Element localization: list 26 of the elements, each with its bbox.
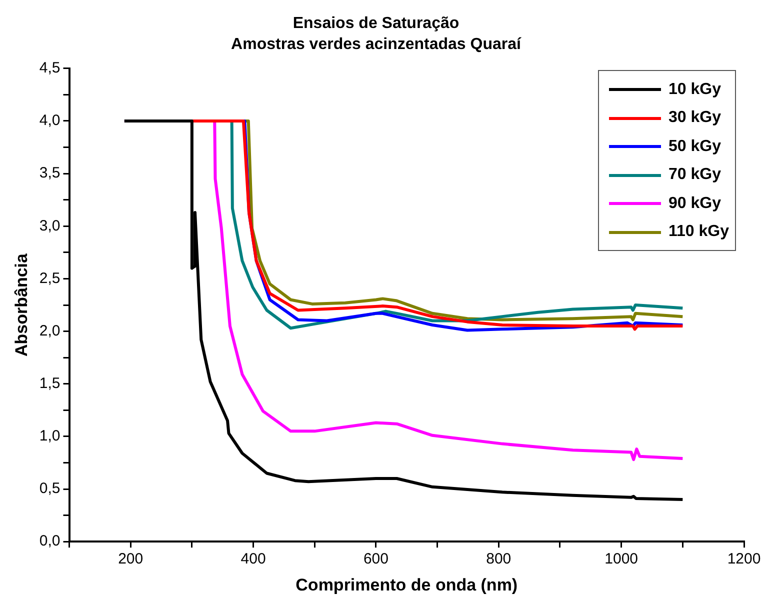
chart-title: Ensaios de Saturação bbox=[292, 15, 460, 32]
x-tick-label: 600 bbox=[363, 550, 388, 568]
y-axis-title: Absorbância bbox=[12, 252, 31, 356]
y-tick-label: 3,0 bbox=[39, 217, 60, 234]
legend-label: 110 kGy bbox=[668, 223, 729, 242]
legend-label: 30 kGy bbox=[668, 109, 721, 128]
y-tick-label: 1,0 bbox=[39, 428, 60, 445]
y-tick-label: 2,0 bbox=[39, 322, 60, 340]
y-tick-label: 4,0 bbox=[39, 112, 60, 130]
y-tick-label: 0,5 bbox=[39, 480, 60, 498]
y-tick-label: 2,5 bbox=[39, 270, 60, 287]
y-tick-label: 3,5 bbox=[39, 164, 60, 182]
legend-label: 70 kGy bbox=[668, 166, 721, 184]
legend-label: 10 kGy bbox=[668, 80, 721, 99]
y-tick-label: 1,5 bbox=[39, 375, 60, 392]
x-tick-label: 1200 bbox=[727, 550, 761, 568]
x-tick-label: 400 bbox=[240, 550, 266, 568]
y-tick-label: 0,0 bbox=[39, 532, 60, 550]
legend-label: 50 kGy bbox=[668, 138, 721, 156]
x-tick-label: 1000 bbox=[604, 550, 638, 568]
y-tick-label: 4,5 bbox=[39, 60, 60, 77]
legend-label: 90 kGy bbox=[668, 194, 721, 213]
x-axis-title: Comprimento de onda (nm) bbox=[296, 575, 518, 594]
x-tick-label: 800 bbox=[486, 550, 512, 568]
chart-subtitle: Amostras verdes acinzentadas Quaraí bbox=[231, 36, 522, 54]
x-tick-label: 200 bbox=[118, 550, 144, 568]
